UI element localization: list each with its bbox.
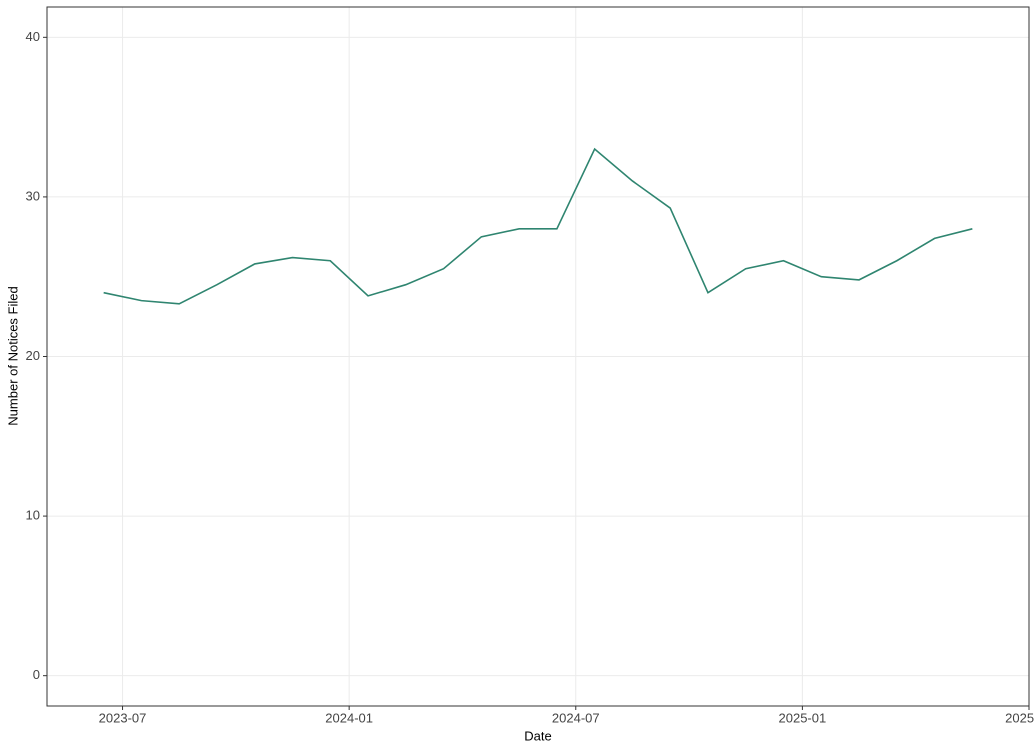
plot-border <box>46 6 1030 707</box>
y-axis-label: Number of Notices Filed <box>5 286 20 425</box>
y-tick-label: 0 <box>33 667 40 682</box>
x-tick-label: 2024-01 <box>325 710 373 725</box>
x-axis-label: Date <box>524 728 551 743</box>
x-tick-label: 2024-07 <box>552 710 600 725</box>
y-tick-label: 30 <box>26 188 40 203</box>
x-tick-label: 2023-07 <box>99 710 147 725</box>
y-tick-label: 20 <box>26 348 40 363</box>
x-tick-label: 2025-01 <box>779 710 827 725</box>
y-tick-label: 10 <box>26 508 40 523</box>
line <box>103 147 973 305</box>
x-tick-label: 2025-07 <box>1005 710 1034 725</box>
y-tick-label: 40 <box>26 29 40 44</box>
